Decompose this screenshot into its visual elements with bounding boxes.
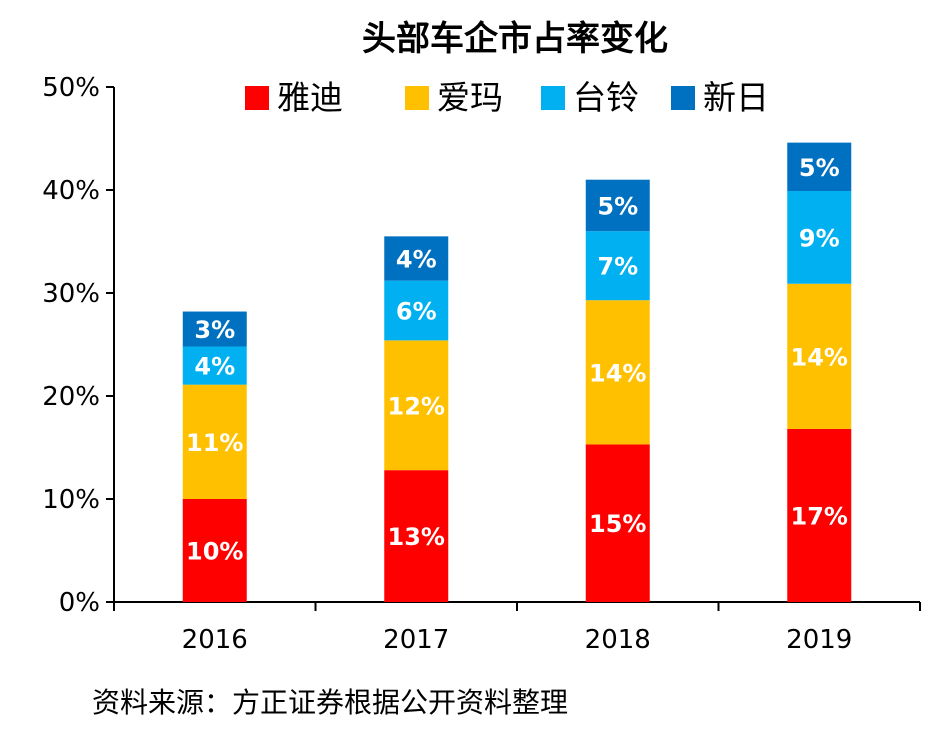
- y-tick-label: 10%: [42, 485, 100, 515]
- legend-swatch: [245, 86, 269, 110]
- data-label: 10%: [186, 538, 243, 566]
- bar-segment: [585, 179, 650, 232]
- legend-label: 新日: [703, 78, 769, 117]
- x-tick-label: 2017: [383, 625, 449, 655]
- y-axis: 0% 10% 20% 30% 40% 50%: [42, 73, 115, 618]
- bar-segment: [182, 384, 247, 499]
- data-label: 6%: [396, 298, 437, 326]
- bar-segment: [384, 236, 449, 281]
- bar-segment: [182, 311, 247, 347]
- data-label: 4%: [396, 245, 437, 273]
- data-label: 9%: [799, 224, 840, 252]
- bar-segment: [585, 231, 650, 301]
- y-tick-label: 40%: [42, 176, 100, 206]
- legend-label: 雅迪: [277, 78, 343, 117]
- x-tick-label: 2018: [585, 625, 651, 655]
- data-label: 11%: [186, 429, 243, 457]
- bar-segment: [787, 428, 852, 602]
- bar-segment: [787, 191, 852, 284]
- x-axis: 2016 2017 2018 2019: [113, 601, 921, 655]
- y-tick-label: 20%: [42, 382, 100, 412]
- y-tick-label: 30%: [42, 279, 100, 309]
- data-label: 5%: [597, 192, 638, 220]
- y-tick-label: 0%: [59, 588, 100, 618]
- source-note: 资料来源：方正证券根据公开资料整理: [92, 686, 568, 719]
- legend-label: 台铃: [573, 78, 639, 117]
- legend-swatch: [671, 86, 695, 110]
- bar-segment: [384, 470, 449, 602]
- bars: 10% 11% 4% 3% 13% 12% 6% 4% 15% 14% 7% 5% 17% 14% 9% 5%: [182, 142, 852, 602]
- legend-swatch: [405, 86, 429, 110]
- legend: 雅迪 爱玛 台铃 新日: [245, 78, 769, 117]
- data-label: 14%: [791, 343, 848, 371]
- bar-segment: [787, 283, 852, 429]
- bar-segment: [384, 280, 449, 341]
- bar-segment: [787, 142, 852, 192]
- bar-segment: [585, 300, 650, 445]
- data-label: 3%: [194, 316, 235, 344]
- y-tick-label: 50%: [42, 73, 100, 103]
- bar-segment: [182, 499, 247, 602]
- chart-title: 头部车企市占率变化: [362, 19, 668, 59]
- data-label: 12%: [388, 392, 445, 420]
- x-tick-label: 2019: [786, 625, 852, 655]
- bar-segment: [384, 340, 449, 471]
- data-label: 5%: [799, 154, 840, 182]
- data-label: 4%: [194, 353, 235, 381]
- data-label: 14%: [589, 359, 646, 387]
- x-tick-label: 2016: [182, 625, 248, 655]
- data-label: 17%: [791, 502, 848, 530]
- data-label: 15%: [589, 510, 646, 538]
- data-label: 7%: [597, 253, 638, 281]
- legend-swatch: [541, 86, 565, 110]
- legend-label: 爱玛: [437, 78, 503, 117]
- data-label: 13%: [388, 523, 445, 551]
- bar-segment: [182, 346, 247, 385]
- bar-segment: [585, 444, 650, 602]
